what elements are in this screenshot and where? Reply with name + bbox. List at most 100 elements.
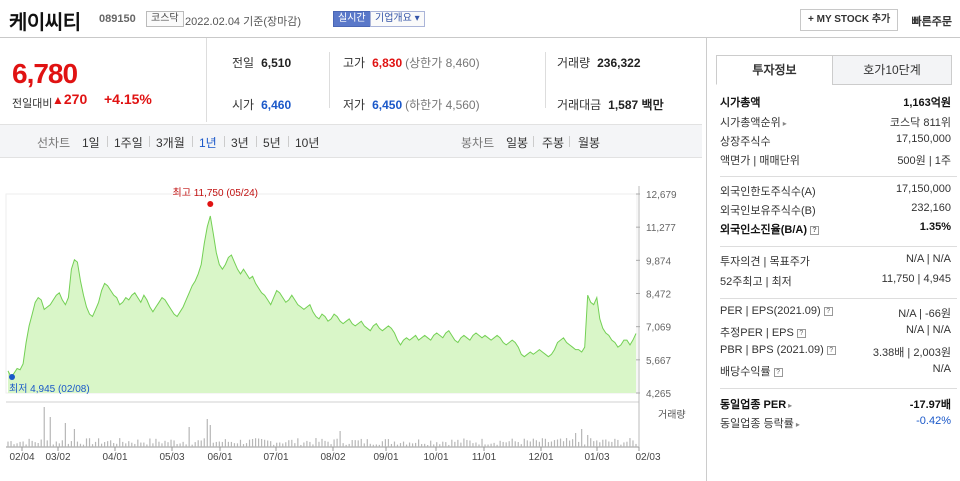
y-tick-label: 11,277 (646, 223, 676, 234)
period-tab-5y[interactable]: 5년 (263, 136, 281, 150)
divider (329, 52, 330, 108)
volume-bar (88, 438, 91, 447)
period-tab-3m[interactable]: 3개월 (156, 136, 185, 150)
period-tab-1w[interactable]: 1주일 (114, 136, 143, 150)
volume-bar (384, 439, 387, 447)
volume-bar (267, 440, 269, 447)
volume-bar (596, 440, 598, 447)
period-tab-1y[interactable]: 1년 (199, 136, 217, 150)
volume-bar (176, 444, 178, 447)
change-percent: +4.15% (104, 91, 152, 107)
volume-bar (261, 438, 263, 447)
info-value: 11,750 | 4,945 (881, 273, 951, 285)
stock-name: 케이씨티 (9, 12, 81, 34)
help-icon[interactable]: ? (823, 307, 833, 316)
change-amount: 270 (63, 91, 88, 107)
volume-bar (414, 442, 417, 447)
volume-bar (475, 442, 477, 447)
y-tick-label: 5,667 (646, 356, 671, 367)
volume-bar (52, 444, 54, 447)
quick-order-link[interactable]: 빠른주문 (911, 16, 952, 28)
info-label: 추정PER | EPS? (720, 324, 806, 340)
volume-bar (49, 417, 51, 447)
info-label: 투자의견 | 목표주가 (720, 253, 810, 269)
stat-volume: 거래량 236,322 (557, 54, 641, 71)
volume-bar (185, 444, 187, 447)
volume-bar (61, 440, 63, 447)
period-tab-3y[interactable]: 3년 (231, 136, 249, 150)
info-value: 3.38배 | 2,003원 (872, 347, 951, 359)
volume-bar (149, 438, 151, 447)
volume-bar (354, 440, 356, 447)
help-icon[interactable]: ? (773, 368, 783, 377)
tab-investment-info[interactable]: 투자정보 (716, 55, 833, 85)
price-chart[interactable]: 12,679 11,277 9,874 8,472 7,069 5,667 4,265 02… (0, 158, 702, 481)
volume-bar (206, 419, 208, 447)
candle-tab-weekly[interactable]: 주봉 (542, 136, 565, 150)
volume-bar (303, 442, 305, 447)
period-tab-10y[interactable]: 10년 (295, 136, 320, 150)
volume-bar (620, 444, 622, 447)
info-row[interactable]: 동일업종 등락률 ▸ -0.42% (720, 415, 957, 434)
volume-bar (10, 441, 12, 447)
volume-bar (248, 439, 251, 447)
realtime-button[interactable]: 실시간 (333, 11, 371, 27)
volume-bar (442, 441, 444, 447)
volume-bar (366, 439, 368, 447)
volume-bar (116, 443, 118, 447)
info-label: 상장주식수 (720, 133, 771, 149)
volume-bar (599, 442, 601, 447)
help-icon[interactable]: ? (826, 346, 836, 355)
volume-bar (581, 429, 583, 447)
company-info-label: 기업개요 (375, 13, 412, 24)
volume-bar (433, 444, 435, 447)
candle-tab-daily[interactable]: 일봉 (506, 136, 529, 150)
tab-orderbook[interactable]: 호가10단계 (832, 55, 952, 85)
volume-bar (472, 443, 474, 447)
y-tick-label: 8,472 (646, 290, 671, 301)
volume-bar (478, 444, 480, 447)
info-label: 동일업종 등락률 ▸ (720, 415, 800, 431)
volume-bar (230, 441, 233, 447)
stat-value: 1,587 (608, 98, 639, 112)
volume-bar (381, 441, 383, 447)
volume-bar (565, 438, 568, 447)
info-label-text: 액면가 | 매매단위 (720, 155, 800, 167)
divider (192, 136, 193, 147)
volume-bar (276, 442, 278, 447)
info-value: 1.35% (919, 221, 951, 233)
info-row[interactable]: 시가총액순위 ▸ 코스닥 811위 (720, 114, 957, 133)
volume-bar (179, 443, 181, 447)
x-tick-label: 02/04 (9, 452, 34, 463)
period-tab-1d[interactable]: 1일 (82, 136, 100, 150)
volume-bar (227, 441, 230, 447)
volume-bar (457, 439, 459, 447)
volume-bar (393, 441, 396, 447)
candle-tab-monthly[interactable]: 월봉 (578, 136, 601, 150)
volume-bar (614, 438, 616, 447)
volume-bar (73, 429, 76, 447)
volume-bar (182, 441, 184, 447)
volume-bar (315, 438, 317, 447)
info-row[interactable]: 동일업종 PER ▸ -17.97배 (720, 396, 957, 415)
info-label: 외국인보유주식수(B) (720, 202, 816, 218)
volume-bar (342, 443, 344, 447)
stat-value: 236,322 (597, 56, 641, 70)
help-icon[interactable]: ? (810, 226, 819, 235)
info-label: 52주최고 | 최저 (720, 273, 792, 289)
help-icon[interactable]: ? (796, 329, 806, 338)
y-tick-label: 12,679 (646, 190, 677, 201)
volume-bar (273, 444, 275, 447)
add-my-stock-button[interactable]: + MY STOCK 추가 (800, 9, 899, 31)
stat-high: 고가 6,830 (상한가 8,460) (343, 54, 480, 71)
divider (720, 298, 957, 299)
info-label-text: 투자의견 | 목표주가 (720, 256, 810, 268)
volume-label: 거래량 (658, 409, 686, 421)
volume-bar (490, 443, 492, 447)
volume-bar (448, 444, 450, 447)
stat-label: 거래량 (557, 56, 591, 70)
company-info-dropdown[interactable]: 기업개요 ▾ (370, 11, 425, 27)
x-tick-label: 06/01 (207, 452, 232, 463)
volume-bar (466, 439, 468, 447)
volume-bar (541, 438, 544, 447)
